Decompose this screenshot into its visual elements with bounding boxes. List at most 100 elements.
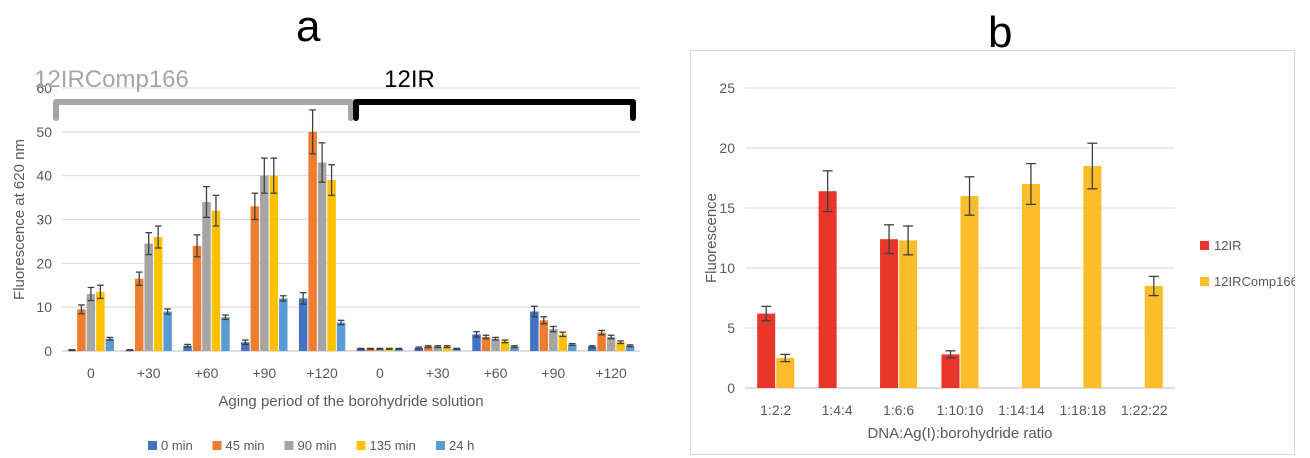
- bar: [163, 311, 172, 351]
- bar: [269, 175, 279, 351]
- x-tick-label: +120: [306, 365, 338, 381]
- x-tick-label: 1:2:2: [760, 402, 791, 418]
- bar: [375, 348, 385, 351]
- bar: [105, 338, 115, 351]
- legend-label: 90 min: [298, 438, 337, 453]
- y-tick-label: 20: [36, 255, 52, 271]
- x-tick-label: +60: [484, 365, 508, 381]
- y-tick-label: 25: [719, 80, 735, 96]
- panel-b-letter: b: [988, 8, 1013, 57]
- y-tick-label: 60: [36, 80, 52, 96]
- bar: [568, 344, 577, 351]
- y-tick-label: 10: [719, 260, 735, 276]
- bar: [183, 345, 192, 351]
- bar: [818, 191, 837, 388]
- x-tick-label: +90: [541, 365, 565, 381]
- bar: [539, 320, 549, 351]
- x-tick-label: +120: [595, 365, 627, 381]
- legend-swatch: [212, 441, 222, 450]
- bar: [530, 311, 539, 351]
- x-tick-label: +30: [426, 365, 450, 381]
- x-tick-label: +90: [252, 365, 276, 381]
- bar: [308, 131, 317, 351]
- bar: [452, 348, 461, 351]
- bar: [298, 298, 308, 351]
- y-tick-label: 0: [727, 380, 735, 396]
- bar: [1083, 166, 1102, 388]
- bar: [241, 342, 250, 351]
- x-tick-label: 1:22:22: [1121, 402, 1168, 418]
- bar: [587, 346, 597, 351]
- bar: [880, 239, 899, 388]
- bar: [472, 334, 481, 351]
- bar: [414, 347, 423, 351]
- x-tick-label: 0: [376, 365, 384, 381]
- bar: [366, 348, 375, 351]
- bar: [491, 338, 500, 351]
- bar: [356, 348, 366, 351]
- bar: [192, 245, 202, 351]
- group-label: 12IR: [384, 66, 435, 93]
- bar: [625, 345, 635, 351]
- bar: [77, 309, 86, 351]
- bar: [211, 210, 221, 351]
- bar: [153, 237, 163, 351]
- panel-b-frame: [690, 50, 1295, 455]
- group-label: 12IRComp166: [34, 66, 189, 93]
- legend-label: 24 h: [449, 438, 474, 453]
- bar: [510, 346, 519, 351]
- bar: [776, 358, 795, 388]
- bar: [597, 332, 606, 351]
- bar: [1144, 286, 1163, 388]
- legend-swatch: [284, 441, 294, 450]
- legend-swatch: [1200, 277, 1209, 286]
- y-tick-label: 10: [36, 299, 52, 315]
- legend-label: 12IRComp166: [1214, 274, 1295, 289]
- x-tick-label: 1:18:18: [1059, 402, 1106, 418]
- panel-a-letter: a: [296, 2, 321, 51]
- x-axis-title: DNA:Ag(I):borohydride ratio: [867, 425, 1052, 442]
- bar: [899, 240, 918, 388]
- y-axis-title: Fluorescence at 620 nm: [11, 139, 28, 300]
- y-tick-label: 40: [36, 168, 52, 184]
- x-tick-label: 1:14:14: [998, 402, 1045, 418]
- legend-label: 135 min: [370, 438, 416, 453]
- bar: [1021, 184, 1040, 388]
- x-tick-label: +30: [137, 365, 161, 381]
- bar: [500, 341, 510, 351]
- bar: [144, 243, 153, 351]
- y-tick-label: 30: [36, 212, 52, 228]
- bar: [941, 354, 960, 388]
- legend-label: 12IR: [1214, 238, 1241, 253]
- bar: [606, 336, 616, 351]
- y-axis-title: Fluorescence: [703, 193, 720, 283]
- bar: [757, 313, 776, 388]
- bar: [558, 334, 568, 351]
- bar: [394, 348, 404, 351]
- bar: [423, 346, 433, 351]
- y-tick-label: 5: [727, 320, 735, 336]
- x-axis-title: Aging period of the borohydride solution: [218, 393, 483, 410]
- y-tick-label: 20: [719, 140, 735, 156]
- bar: [336, 322, 346, 351]
- bar: [317, 162, 327, 351]
- bar: [96, 291, 105, 351]
- y-tick-label: 50: [36, 124, 52, 140]
- bar: [616, 342, 625, 351]
- y-tick-label: 0: [44, 343, 52, 359]
- bar: [442, 346, 452, 351]
- x-tick-label: 1:10:10: [937, 402, 984, 418]
- bar: [327, 180, 336, 351]
- legend-label: 45 min: [226, 438, 265, 453]
- group-bracket: [53, 99, 354, 121]
- bar: [86, 294, 96, 351]
- bar: [250, 206, 260, 351]
- chart-b: 0 5 10 15 20 25 1:2:2 1:4:4 1:6:6 1:10:10 1:14:14 1…: [703, 80, 1295, 442]
- bar: [221, 317, 230, 351]
- bar: [960, 196, 979, 388]
- bar: [433, 346, 442, 351]
- legend-swatch: [356, 441, 366, 450]
- chart-a: 0 10 20 30 40 50 60 0 +30 +60 +90 +120 0 +30 +60 +90 +12…: [11, 66, 640, 453]
- bar: [385, 348, 394, 351]
- group-bracket: [353, 99, 636, 121]
